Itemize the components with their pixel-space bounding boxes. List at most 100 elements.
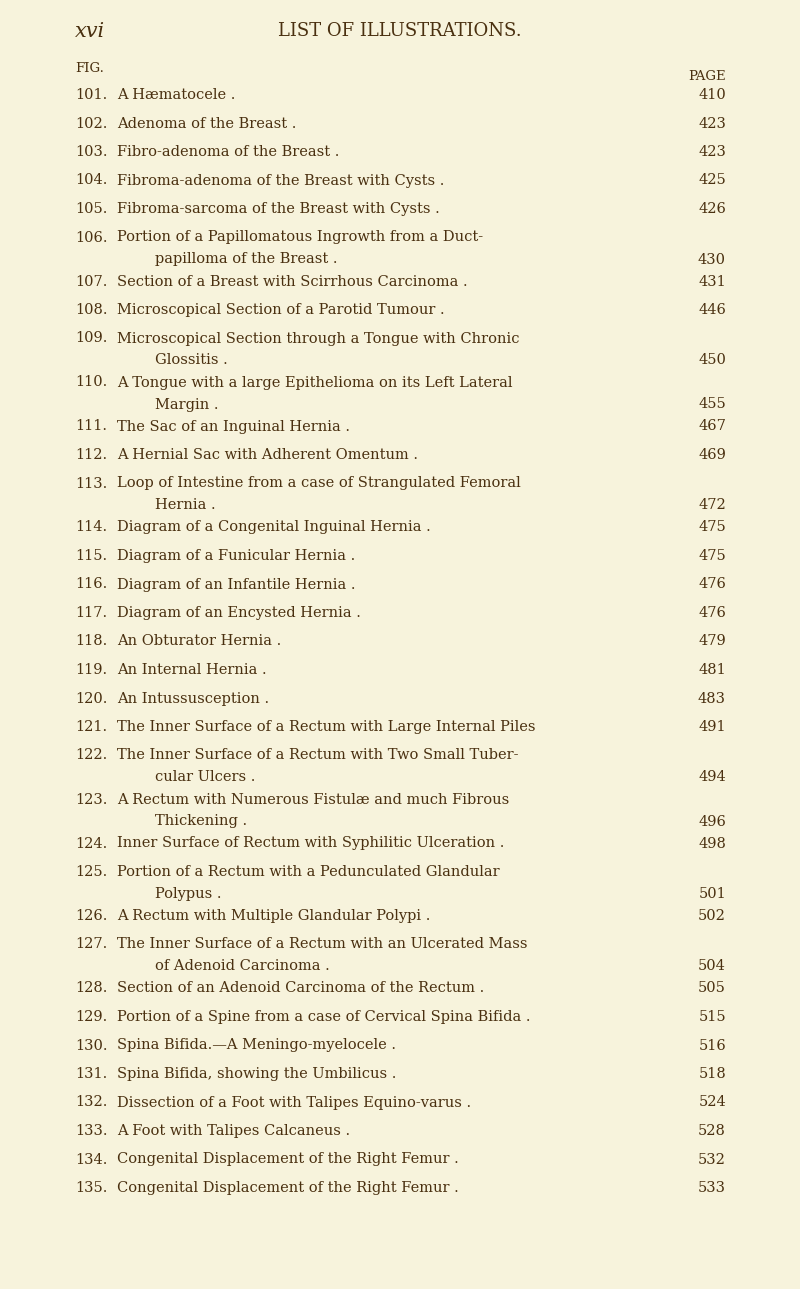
Text: The Inner Surface of a Rectum with Large Internal Piles: The Inner Surface of a Rectum with Large… (117, 721, 535, 733)
Text: 423: 423 (698, 144, 726, 159)
Text: 108.: 108. (75, 303, 107, 317)
Text: Congenital Displacement of the Right Femur .: Congenital Displacement of the Right Fem… (117, 1181, 458, 1195)
Text: 122.: 122. (75, 749, 107, 763)
Text: The Inner Surface of a Rectum with an Ulcerated Mass: The Inner Surface of a Rectum with an Ul… (117, 937, 527, 951)
Text: 426: 426 (698, 202, 726, 217)
Text: 467: 467 (698, 419, 726, 433)
Text: Portion of a Rectum with a Pedunculated Glandular: Portion of a Rectum with a Pedunculated … (117, 865, 500, 879)
Text: An Obturator Hernia .: An Obturator Hernia . (117, 634, 282, 648)
Text: 475: 475 (698, 521, 726, 535)
Text: 430: 430 (698, 253, 726, 267)
Text: 524: 524 (698, 1096, 726, 1110)
Text: 476: 476 (698, 606, 726, 620)
Text: PAGE: PAGE (688, 70, 726, 82)
Text: 125.: 125. (75, 865, 107, 879)
Text: 502: 502 (698, 909, 726, 923)
Text: Fibro-adenoma of the Breast .: Fibro-adenoma of the Breast . (117, 144, 339, 159)
Text: 103.: 103. (75, 144, 107, 159)
Text: Thickening .: Thickening . (155, 815, 247, 829)
Text: 481: 481 (698, 663, 726, 677)
Text: Diagram of a Congenital Inguinal Hernia .: Diagram of a Congenital Inguinal Hernia … (117, 521, 430, 535)
Text: Section of a Breast with Scirrhous Carcinoma .: Section of a Breast with Scirrhous Carci… (117, 275, 468, 289)
Text: 135.: 135. (75, 1181, 107, 1195)
Text: 479: 479 (698, 634, 726, 648)
Text: 505: 505 (698, 981, 726, 995)
Text: 128.: 128. (75, 981, 107, 995)
Text: cular Ulcers .: cular Ulcers . (155, 771, 255, 785)
Text: Adenoma of the Breast .: Adenoma of the Breast . (117, 116, 296, 130)
Text: Hernia .: Hernia . (155, 499, 216, 513)
Text: 112.: 112. (75, 449, 107, 461)
Text: 119.: 119. (75, 663, 107, 677)
Text: 498: 498 (698, 837, 726, 851)
Text: A Hæmatocele .: A Hæmatocele . (117, 88, 235, 102)
Text: A Rectum with Multiple Glandular Polypi .: A Rectum with Multiple Glandular Polypi … (117, 909, 430, 923)
Text: 516: 516 (698, 1039, 726, 1053)
Text: 113.: 113. (75, 477, 107, 491)
Text: 431: 431 (698, 275, 726, 289)
Text: 450: 450 (698, 353, 726, 367)
Text: 107.: 107. (75, 275, 107, 289)
Text: Glossitis .: Glossitis . (155, 353, 228, 367)
Text: of Adenoid Carcinoma .: of Adenoid Carcinoma . (155, 959, 330, 973)
Text: An Intussusception .: An Intussusception . (117, 691, 269, 705)
Text: 494: 494 (698, 771, 726, 785)
Text: A Hernial Sac with Adherent Omentum .: A Hernial Sac with Adherent Omentum . (117, 449, 418, 461)
Text: 528: 528 (698, 1124, 726, 1138)
Text: Diagram of an Infantile Hernia .: Diagram of an Infantile Hernia . (117, 577, 355, 592)
Text: Microscopical Section of a Parotid Tumour .: Microscopical Section of a Parotid Tumou… (117, 303, 445, 317)
Text: 504: 504 (698, 959, 726, 973)
Text: 101.: 101. (75, 88, 107, 102)
Text: 515: 515 (698, 1011, 726, 1023)
Text: 532: 532 (698, 1152, 726, 1167)
Text: 469: 469 (698, 449, 726, 461)
Text: 126.: 126. (75, 909, 107, 923)
Text: Congenital Displacement of the Right Femur .: Congenital Displacement of the Right Fem… (117, 1152, 458, 1167)
Text: 118.: 118. (75, 634, 107, 648)
Text: 110.: 110. (75, 375, 107, 389)
Text: 106.: 106. (75, 231, 107, 245)
Text: The Inner Surface of a Rectum with Two Small Tuber-: The Inner Surface of a Rectum with Two S… (117, 749, 518, 763)
Text: Dissection of a Foot with Talipes Equino-varus .: Dissection of a Foot with Talipes Equino… (117, 1096, 471, 1110)
Text: 533: 533 (698, 1181, 726, 1195)
Text: 130.: 130. (75, 1039, 107, 1053)
Text: 483: 483 (698, 691, 726, 705)
Text: 423: 423 (698, 116, 726, 130)
Text: Spina Bifida, showing the Umbilicus .: Spina Bifida, showing the Umbilicus . (117, 1067, 396, 1081)
Text: Microscopical Section through a Tongue with Chronic: Microscopical Section through a Tongue w… (117, 331, 519, 345)
Text: A Rectum with Numerous Fistulæ and much Fibrous: A Rectum with Numerous Fistulæ and much … (117, 793, 510, 807)
Text: 131.: 131. (75, 1067, 107, 1081)
Text: 518: 518 (698, 1067, 726, 1081)
Text: 109.: 109. (75, 331, 107, 345)
Text: The Sac of an Inguinal Hernia .: The Sac of an Inguinal Hernia . (117, 419, 350, 433)
Text: LIST OF ILLUSTRATIONS.: LIST OF ILLUSTRATIONS. (278, 22, 522, 40)
Text: 501: 501 (698, 887, 726, 901)
Text: Fibroma-sarcoma of the Breast with Cysts .: Fibroma-sarcoma of the Breast with Cysts… (117, 202, 440, 217)
Text: Inner Surface of Rectum with Syphilitic Ulceration .: Inner Surface of Rectum with Syphilitic … (117, 837, 504, 851)
Text: 127.: 127. (75, 937, 107, 951)
Text: FIG.: FIG. (75, 62, 104, 75)
Text: xvi: xvi (75, 22, 105, 41)
Text: An Internal Hernia .: An Internal Hernia . (117, 663, 266, 677)
Text: papilloma of the Breast .: papilloma of the Breast . (155, 253, 338, 267)
Text: 425: 425 (698, 174, 726, 187)
Text: 115.: 115. (75, 549, 107, 563)
Text: 117.: 117. (75, 606, 107, 620)
Text: 123.: 123. (75, 793, 107, 807)
Text: Spina Bifida.—A Meningo-myelocele .: Spina Bifida.—A Meningo-myelocele . (117, 1039, 396, 1053)
Text: 475: 475 (698, 549, 726, 563)
Text: 446: 446 (698, 303, 726, 317)
Text: 124.: 124. (75, 837, 107, 851)
Text: 476: 476 (698, 577, 726, 592)
Text: 121.: 121. (75, 721, 107, 733)
Text: Polypus .: Polypus . (155, 887, 222, 901)
Text: 120.: 120. (75, 691, 107, 705)
Text: 132.: 132. (75, 1096, 107, 1110)
Text: Portion of a Spine from a case of Cervical Spina Bifida .: Portion of a Spine from a case of Cervic… (117, 1011, 530, 1023)
Text: 129.: 129. (75, 1011, 107, 1023)
Text: Margin .: Margin . (155, 397, 218, 411)
Text: 472: 472 (698, 499, 726, 513)
Text: Diagram of an Encysted Hernia .: Diagram of an Encysted Hernia . (117, 606, 361, 620)
Text: 496: 496 (698, 815, 726, 829)
Text: 116.: 116. (75, 577, 107, 592)
